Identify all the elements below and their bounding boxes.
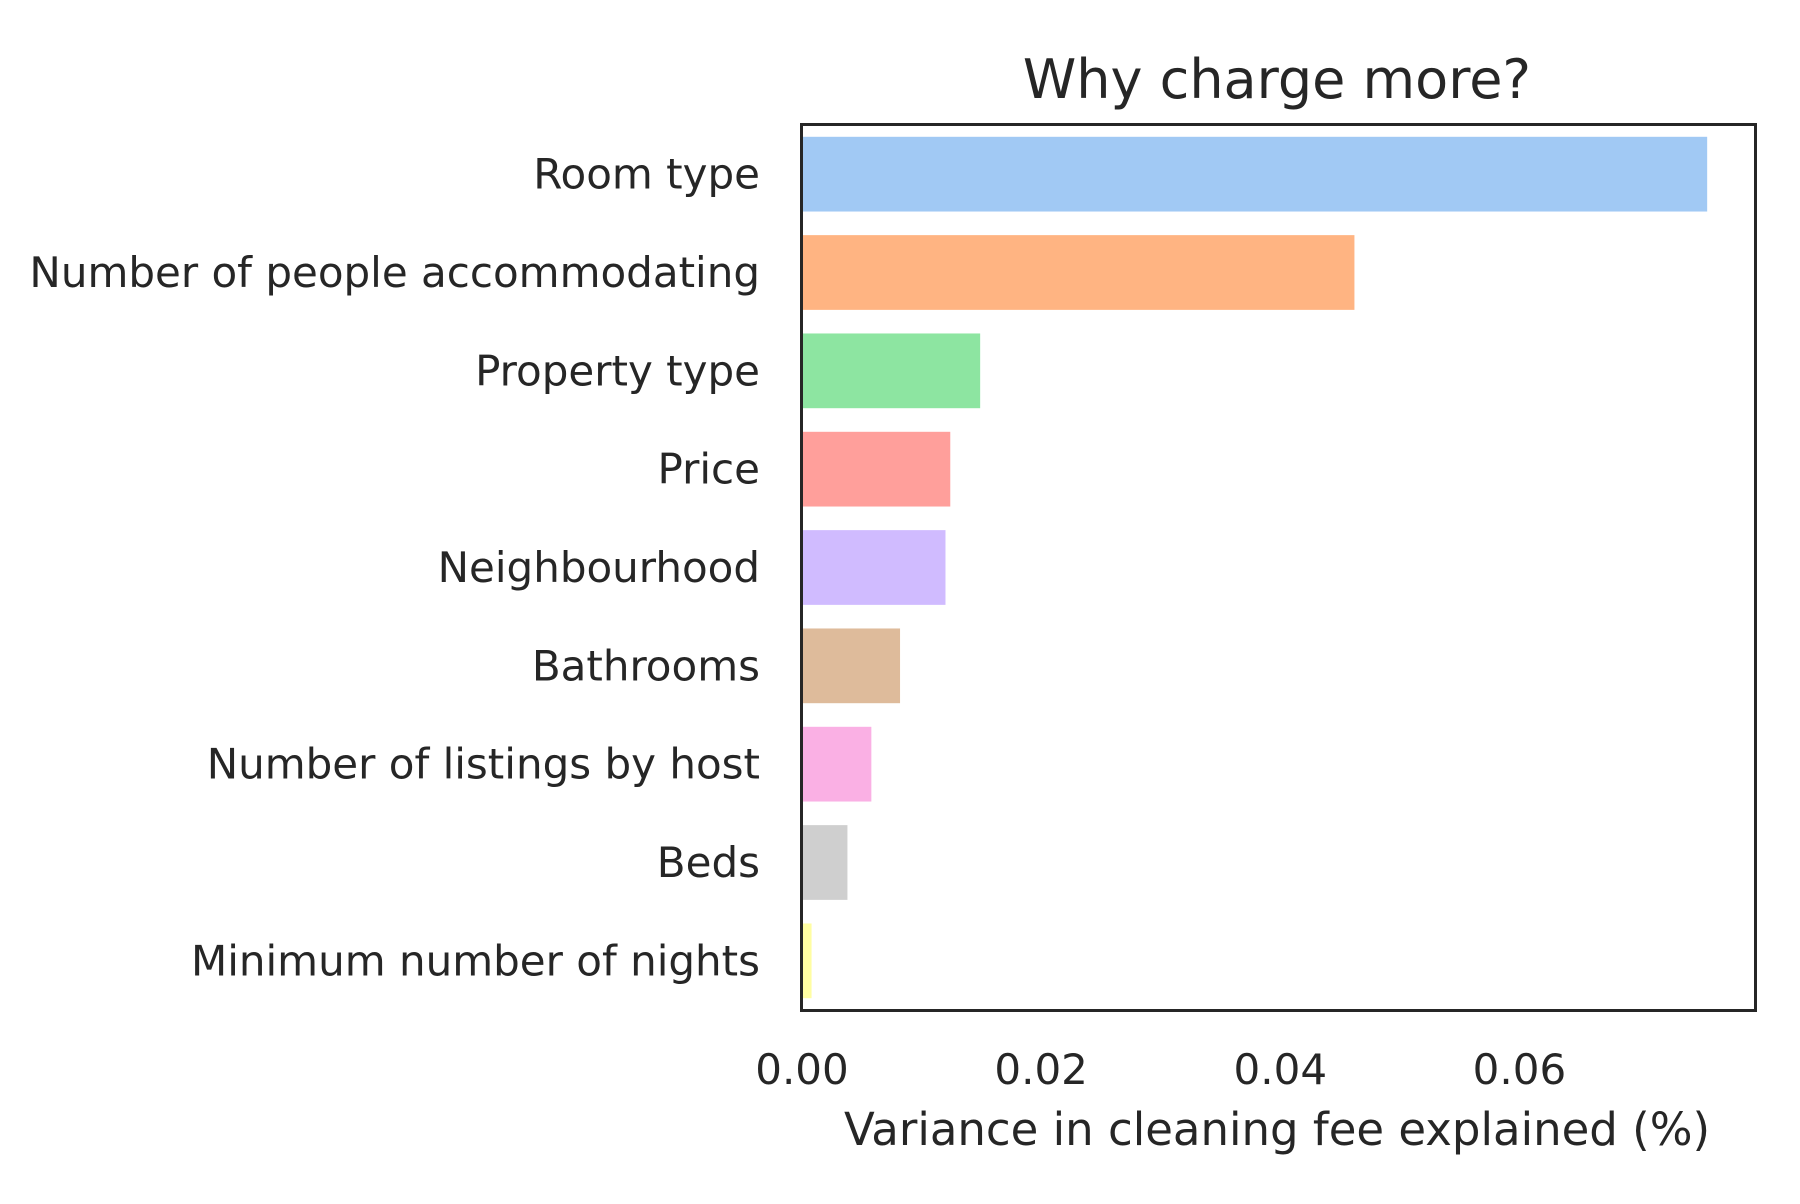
category-label: Neighbourhood <box>438 543 760 592</box>
bar-number-of-people-accommodating <box>802 235 1355 310</box>
category-label: Beds <box>657 838 760 887</box>
plot-frame <box>800 123 1757 1012</box>
x-axis-label: Variance in cleaning fee explained (%) <box>844 1103 1710 1156</box>
bars-group <box>802 136 1708 999</box>
bar-room-type <box>802 136 1708 212</box>
x-tick-label: 0.00 <box>755 1045 849 1094</box>
category-label: Bathrooms <box>532 641 760 690</box>
x-tick-label: 0.06 <box>1473 1045 1567 1094</box>
category-label: Number of people accommodating <box>29 248 760 297</box>
category-label: Room type <box>533 150 760 199</box>
x-tick-label: 0.04 <box>1234 1045 1328 1094</box>
category-labels-group: Room type Number of people accommodating P… <box>29 150 760 986</box>
chart-title: Why charge more? <box>1023 48 1531 111</box>
x-ticks-group: 0.00 0.02 0.04 0.06 <box>755 1045 1566 1094</box>
bar-neighbourhood <box>802 530 946 605</box>
bar-beds <box>802 825 848 900</box>
bar-number-of-listings-by-host <box>802 726 872 802</box>
bar-price <box>802 431 951 507</box>
bar-minimum-number-of-nights <box>802 923 812 999</box>
category-label: Property type <box>475 346 760 395</box>
category-label: Number of listings by host <box>207 740 760 789</box>
category-label: Minimum number of nights <box>191 936 760 985</box>
bar-property-type <box>802 333 981 409</box>
category-label: Price <box>658 445 760 494</box>
x-tick-label: 0.02 <box>994 1045 1088 1094</box>
bar-bathrooms <box>802 628 901 704</box>
